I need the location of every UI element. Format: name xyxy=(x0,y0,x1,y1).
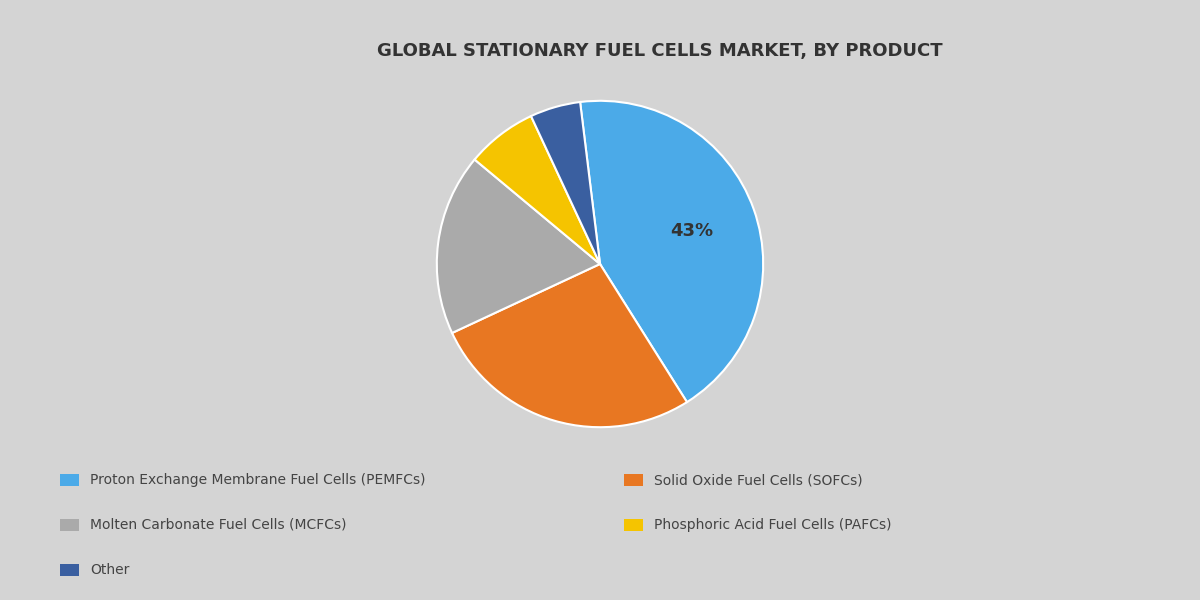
Wedge shape xyxy=(452,264,686,427)
Text: Proton Exchange Membrane Fuel Cells (PEMFCs): Proton Exchange Membrane Fuel Cells (PEM… xyxy=(90,473,426,487)
Text: 43%: 43% xyxy=(671,222,714,240)
Text: Molten Carbonate Fuel Cells (MCFCs): Molten Carbonate Fuel Cells (MCFCs) xyxy=(90,518,347,532)
Text: GLOBAL STATIONARY FUEL CELLS MARKET, BY PRODUCT: GLOBAL STATIONARY FUEL CELLS MARKET, BY … xyxy=(377,42,943,60)
Wedge shape xyxy=(532,102,600,264)
Text: Phosphoric Acid Fuel Cells (PAFCs): Phosphoric Acid Fuel Cells (PAFCs) xyxy=(654,518,892,532)
Wedge shape xyxy=(437,160,600,333)
Text: Solid Oxide Fuel Cells (SOFCs): Solid Oxide Fuel Cells (SOFCs) xyxy=(654,473,863,487)
Wedge shape xyxy=(580,101,763,402)
Text: Other: Other xyxy=(90,563,130,577)
Wedge shape xyxy=(475,116,600,264)
